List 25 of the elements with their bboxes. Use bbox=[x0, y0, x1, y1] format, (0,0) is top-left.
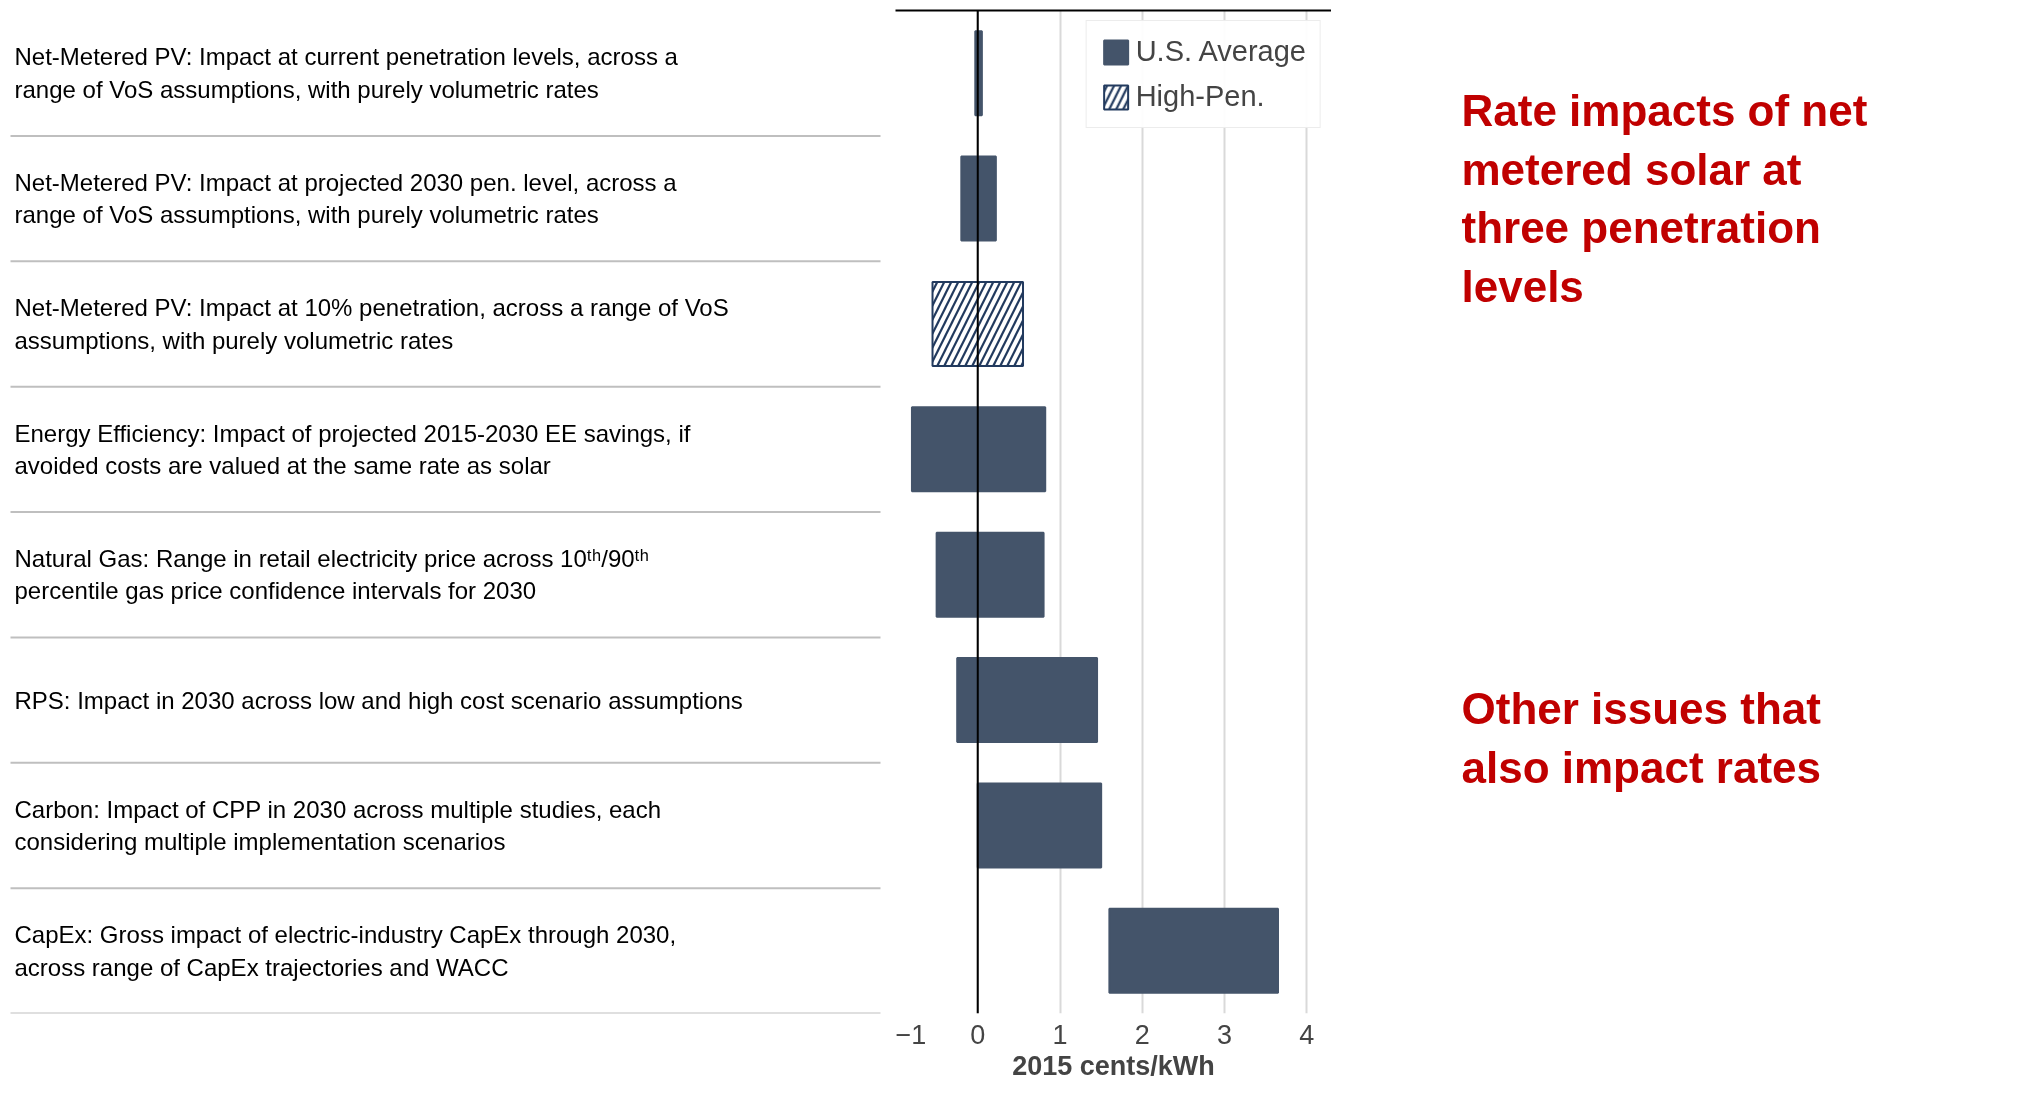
y-tick-label: Natural Gas: Range in retail electricity price across 10ᵗʰ/90ᵗʰ percentile gas price confidence intervals for 2030 bbox=[14, 544, 650, 605]
y-tick-label: Energy Efficiency: Impact of projected 2015-2030 EE savings, if avoided costs are valued at the same rate as solar bbox=[14, 419, 691, 480]
bar bbox=[960, 155, 997, 242]
x-tick-label: 1 bbox=[1052, 1019, 1068, 1050]
x-tick-label: 2 bbox=[1134, 1019, 1150, 1050]
bar bbox=[910, 406, 1047, 493]
bar bbox=[1108, 907, 1280, 994]
legend-label: High-Pen. bbox=[1135, 80, 1265, 113]
y-tick-label: Net-Metered PV: Impact at 10% penetration, across a range of VoS assumptions, with purely volumetric rates bbox=[14, 294, 729, 354]
text: Other issues that also impact rates bbox=[1461, 683, 1822, 792]
x-tick-label: 0 bbox=[970, 1019, 986, 1050]
x-tick-label: −1 bbox=[895, 1019, 927, 1050]
x-axis-title: 2015 cents/kWh bbox=[1012, 1050, 1215, 1081]
y-tick-label: CapEx: Gross impact of electric-industry CapEx through 2030, across range of CapEx trajectories and WACC bbox=[14, 921, 677, 981]
y-tick-label: Net-Metered PV: Impact at projected 2030 pen. level, across a range of VoS assumptions, with purely volumetric rates bbox=[14, 168, 678, 229]
x-tick-label: 4 bbox=[1299, 1019, 1315, 1050]
legend-label: U.S. Average bbox=[1135, 35, 1306, 68]
bar bbox=[976, 782, 1103, 869]
x-tick-label: 3 bbox=[1217, 1019, 1233, 1050]
y-tick-label: RPS: Impact in 2030 across low and high cost scenario assumptions bbox=[14, 686, 743, 714]
y-tick-label: Carbon: Impact of CPP in 2030 across multiple studies, each considering multiple implementation scenarios bbox=[14, 795, 662, 856]
bar bbox=[956, 657, 1099, 744]
text: Rate impacts of net metered solar at three penetration levels bbox=[1461, 85, 1868, 312]
y-tick-label: Net-Metered PV: Impact at current penetration levels, across a range of VoS assumptions, with purely volumetric rates bbox=[14, 43, 679, 103]
bar bbox=[935, 531, 1045, 618]
